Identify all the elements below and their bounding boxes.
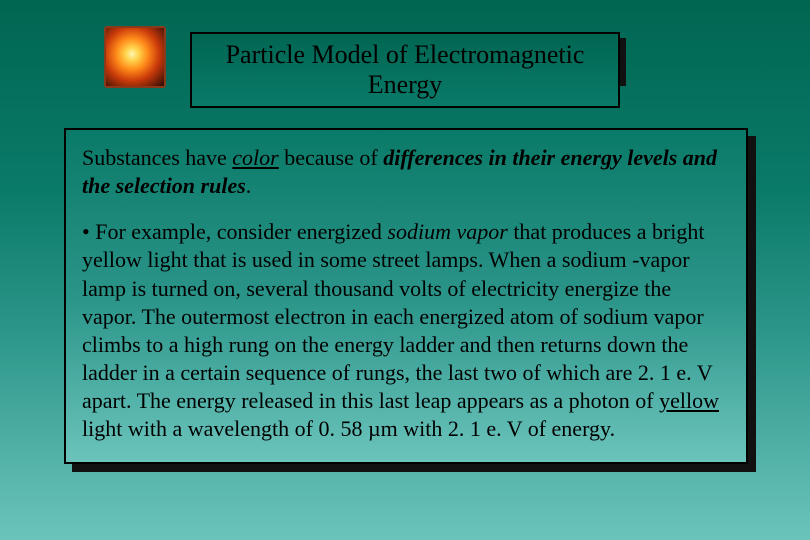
title-box: Particle Model of Electromagnetic Energy [190,32,620,108]
intro-mid: because of [279,145,378,170]
body-box: Substances have color because of differe… [64,128,748,464]
slide-title: Particle Model of Electromagnetic Energy [226,40,585,99]
bullet-p3: light with a wavelength of 0. 58 [82,416,368,441]
sun-image [104,26,166,88]
intro-end: . [246,173,252,198]
bullet-p4: with 2. 1 e. V of energy. [398,416,615,441]
intro-color-word: color [232,145,278,170]
body-container: Substances have color because of differe… [64,128,748,464]
intro-pre: Substances have [82,145,232,170]
unit-micrometer: µm [368,416,398,441]
bullet-paragraph: • For example, consider energized sodium… [82,218,730,443]
yellow-word: yellow [659,388,719,413]
bullet-p2: that produces a bright yellow light that… [82,219,712,413]
title-container: Particle Model of Electromagnetic Energy [190,32,620,108]
sodium-vapor: sodium vapor [387,219,507,244]
intro-paragraph: Substances have color because of differe… [82,144,730,200]
bullet-marker: • [82,219,95,244]
bullet-p1: For example, consider energized [95,219,387,244]
